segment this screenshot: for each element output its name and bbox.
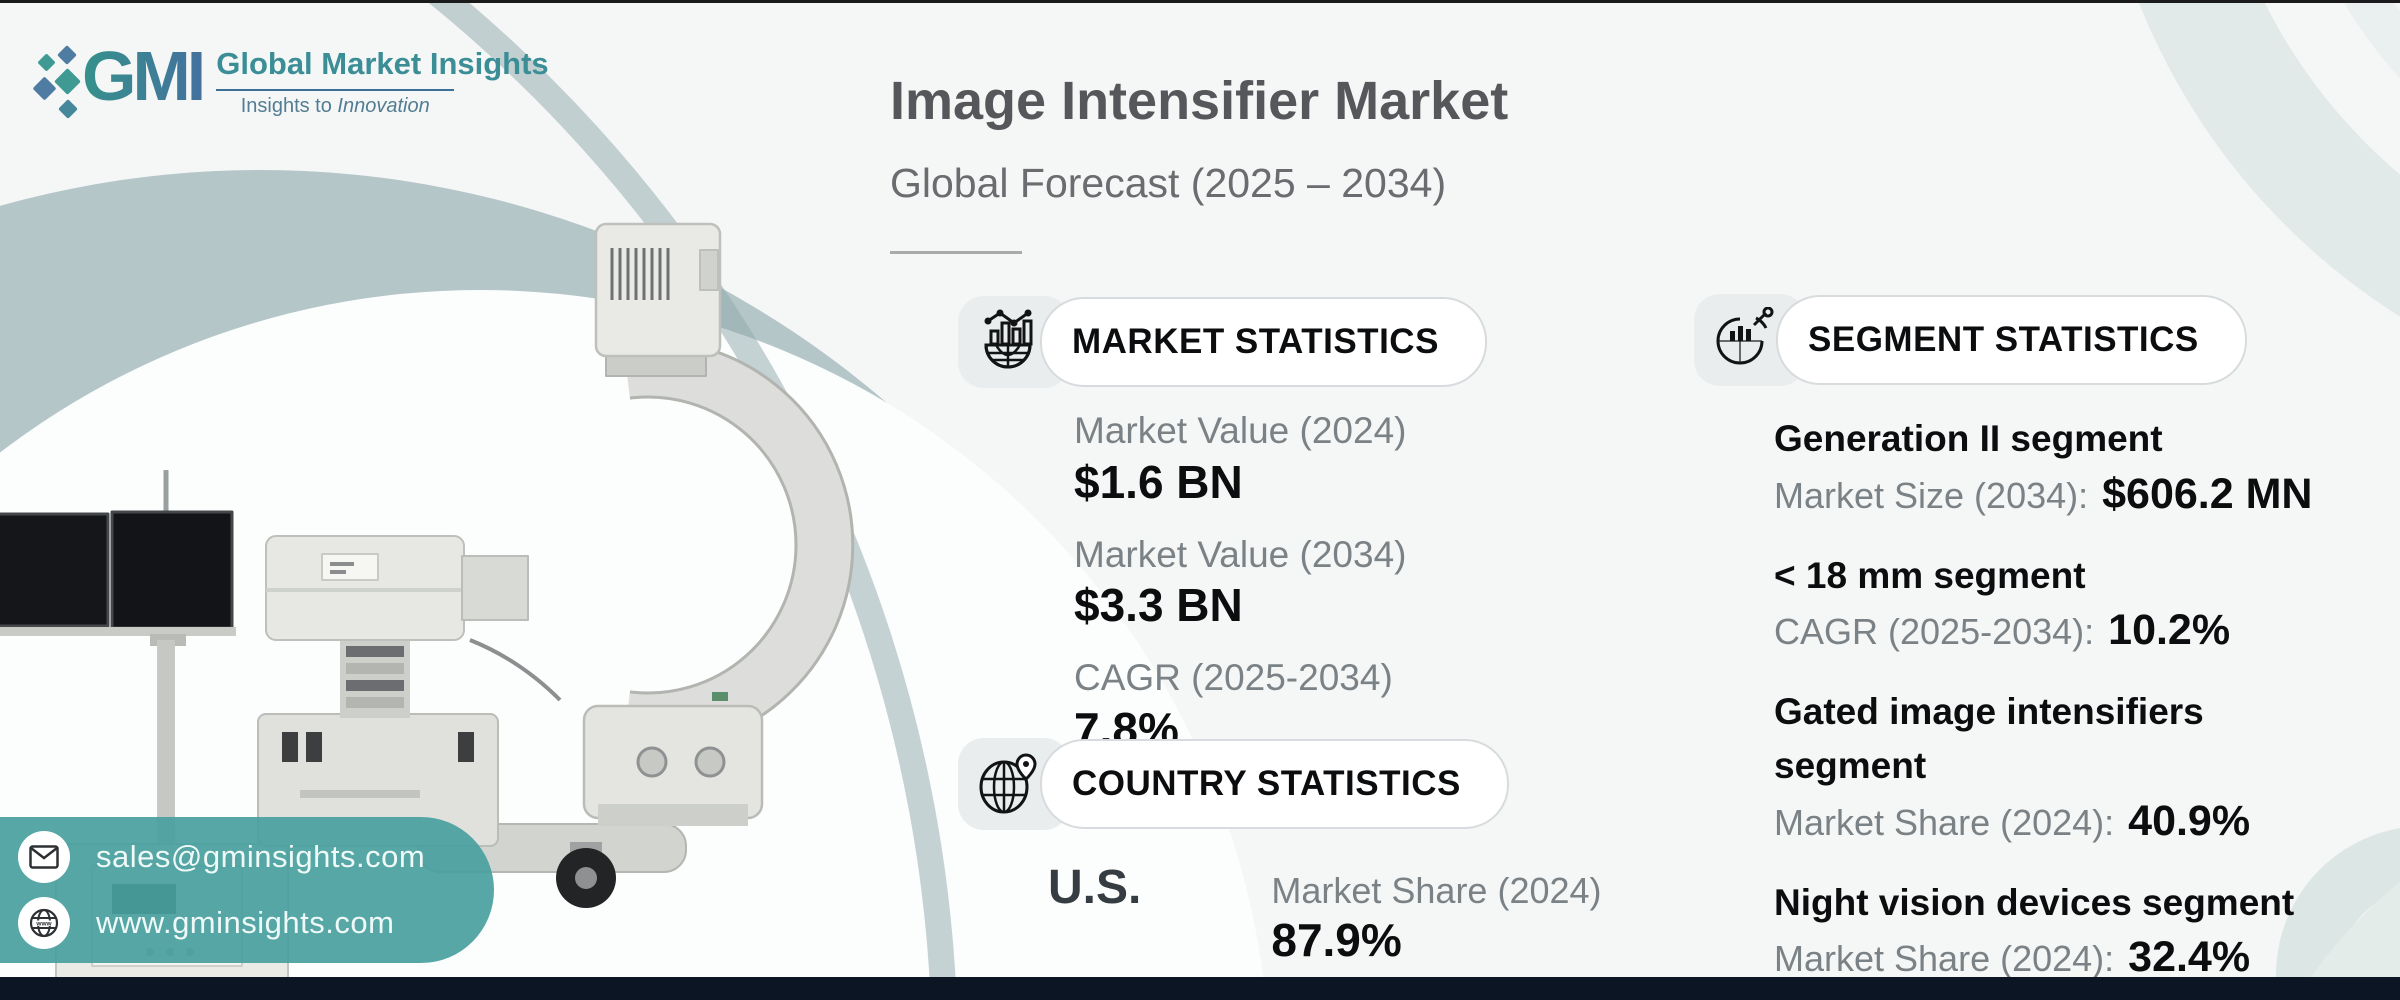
segment-statistics-header: SEGMENT STATISTICS bbox=[1694, 294, 2354, 386]
segment-night-vision-devices: Night vision devices segment Market Shar… bbox=[1774, 876, 2354, 983]
contact-bar: sales@gminsights.com www www.gminsights.… bbox=[0, 817, 494, 963]
market-value-2024-row: Market Value (2024) $1.6 BN bbox=[1074, 410, 1487, 510]
segment-name: < 18 mm segment bbox=[1774, 554, 2086, 596]
logo-tagline-italic: Innovation bbox=[337, 95, 430, 117]
stat-value: $3.3 BN bbox=[1074, 579, 1243, 632]
segment-statistics-section: SEGMENT STATISTICS Generation II segment… bbox=[1694, 294, 2354, 1000]
logo-diamonds-icon bbox=[32, 45, 81, 128]
corner-ring-bottom-right bbox=[2276, 828, 2400, 1000]
segment-under-18mm: < 18 mm segment CAGR (2025-2034): 10.2% bbox=[1774, 549, 2354, 656]
contact-website-row[interactable]: www www.gminsights.com bbox=[18, 897, 494, 949]
segment-name: Gated image intensifiers segment bbox=[1774, 691, 2204, 786]
segment-metric-value: 40.9% bbox=[2128, 796, 2251, 845]
segment-metric-value: 32.4% bbox=[2128, 933, 2251, 982]
market-value-2034-row: Market Value (2034) $3.3 BN bbox=[1074, 534, 1487, 634]
segment-metric-label: Market Share (2024): bbox=[1774, 938, 2115, 980]
stat-label: Market Value (2034) bbox=[1074, 533, 1407, 575]
stat-label: CAGR (2025-2034) bbox=[1074, 657, 1393, 699]
subtitle-rule bbox=[890, 251, 1022, 254]
svg-text:www: www bbox=[35, 920, 52, 927]
country-share-value: 87.9% bbox=[1271, 914, 1402, 967]
segment-statistics-heading: SEGMENT STATISTICS bbox=[1776, 295, 2247, 385]
contact-email-row[interactable]: sales@gminsights.com bbox=[18, 831, 494, 883]
market-statistics-section: MARKET STATISTICS Market Value (2024) $1… bbox=[958, 296, 1487, 781]
segment-metric-label: CAGR (2025-2034): bbox=[1774, 611, 2095, 653]
segment-metric-label: Market Share (2024): bbox=[1774, 801, 2115, 843]
segment-name: Night vision devices segment bbox=[1774, 881, 2295, 923]
contact-email[interactable]: sales@gminsights.com bbox=[96, 839, 426, 874]
website-globe-icon: www bbox=[18, 897, 70, 949]
globe-location-pin-icon bbox=[979, 753, 1037, 814]
country-statistics-header: COUNTRY STATISTICS bbox=[958, 738, 1602, 830]
report-header: Image Intensifier Market Global Forecast… bbox=[890, 70, 1590, 254]
logo-monogram-text: GMI bbox=[82, 37, 206, 115]
page-title: Image Intensifier Market bbox=[890, 71, 1509, 131]
logo-company-name: Global Market Insights bbox=[216, 46, 549, 81]
contact-website[interactable]: www.gminsights.com bbox=[96, 905, 395, 940]
stat-label: Market Value (2024) bbox=[1074, 410, 1407, 451]
country-statistics-section: COUNTRY STATISTICS U.S. Market Share (20… bbox=[958, 738, 1602, 969]
email-icon bbox=[18, 831, 70, 883]
logo-monogram: GMI bbox=[82, 37, 206, 115]
stat-value: $1.6 BN bbox=[1074, 455, 1243, 508]
globe-bar-chart-icon bbox=[984, 309, 1033, 369]
gmi-logo: GMI Global Market Insights Insights to I… bbox=[32, 37, 549, 128]
country-share-label: Market Share (2024) bbox=[1271, 870, 1602, 911]
page-subtitle: Global Forecast (2025 – 2034) bbox=[890, 160, 1447, 206]
market-statistics-header: MARKET STATISTICS bbox=[958, 296, 1487, 388]
segment-name: Generation II segment bbox=[1774, 418, 2163, 459]
donut-chart-bars-icon bbox=[1716, 307, 1774, 365]
segment-generation-ii: Generation II segment Market Size (2034)… bbox=[1774, 412, 2354, 519]
bottom-navy-bar bbox=[0, 977, 2400, 1000]
logo-rule bbox=[216, 89, 455, 91]
segment-gated-image-intensifiers: Gated image intensifiers segment Market … bbox=[1774, 685, 2354, 845]
logo-tagline-regular: Insights to bbox=[240, 95, 338, 117]
segment-metric-value: $606.2 MN bbox=[2102, 469, 2313, 518]
country-name: U.S. bbox=[1048, 861, 1142, 914]
segment-metric-value: 10.2% bbox=[2108, 606, 2231, 655]
top-border bbox=[0, 0, 2400, 3]
country-statistics-heading: COUNTRY STATISTICS bbox=[1040, 739, 1509, 829]
market-statistics-heading: MARKET STATISTICS bbox=[1040, 297, 1487, 387]
logo-tagline: Insights to Innovation bbox=[216, 95, 454, 118]
segment-metric-label: Market Size (2034): bbox=[1774, 474, 2089, 516]
